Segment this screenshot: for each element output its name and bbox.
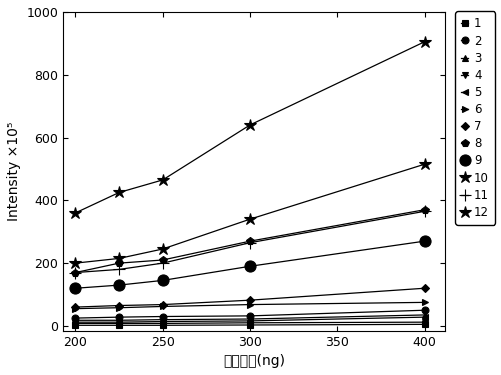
X-axis label: 二糖质量(ng): 二糖质量(ng) (223, 354, 285, 368)
Y-axis label: Intensity ×10⁵: Intensity ×10⁵ (7, 122, 21, 221)
Legend: 1, 2, 3, 4, 5, 6, 7, 8, 9, 10, 11, 12: 1, 2, 3, 4, 5, 6, 7, 8, 9, 10, 11, 12 (454, 12, 494, 225)
